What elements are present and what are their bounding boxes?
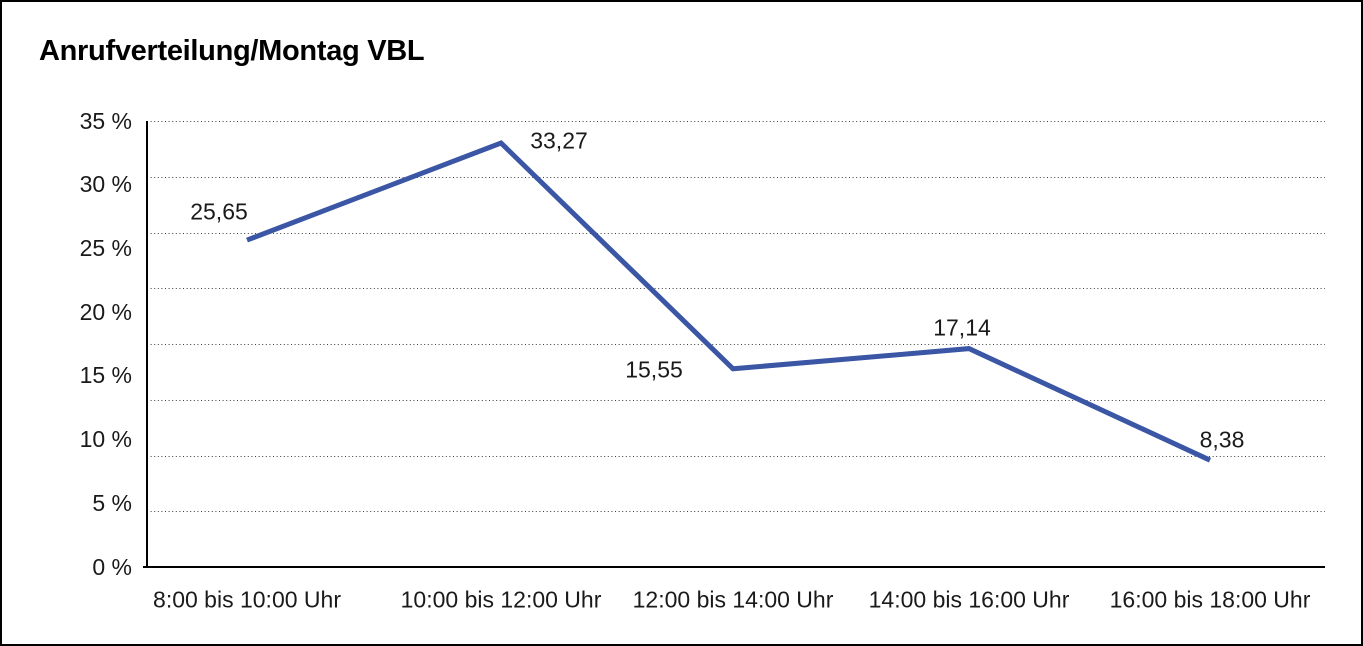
- y-tick-label: 20 %: [79, 298, 132, 325]
- data-point-label: 8,38: [1199, 426, 1245, 453]
- chart-title: Anrufverteilung/Montag VBL: [39, 35, 425, 67]
- x-category-label: 14:00 bis 16:00 Uhr: [868, 586, 1070, 613]
- x-category-label: 12:00 bis 14:00 Uhr: [632, 586, 834, 613]
- x-category-label: 10:00 bis 12:00 Uhr: [400, 586, 602, 613]
- data-point-label: 25,65: [190, 198, 248, 225]
- y-tick-label: 25 %: [79, 234, 132, 261]
- data-line: [246, 140, 1212, 463]
- x-category-label: 16:00 bis 18:00 Uhr: [1109, 586, 1311, 613]
- x-category-label: 8:00 bis 10:00 Uhr: [153, 586, 341, 613]
- y-tick-label: 30 %: [79, 171, 132, 198]
- data-point-label: 15,55: [625, 356, 683, 383]
- y-tick-label: 5 %: [92, 489, 132, 516]
- y-tick-label: 15 %: [79, 362, 132, 389]
- y-tick-label: 0 %: [92, 553, 132, 580]
- data-point-label: 33,27: [530, 127, 588, 154]
- data-point-label: 17,14: [933, 314, 991, 341]
- y-tick-label: 10 %: [79, 426, 132, 453]
- y-tick-label: 35 %: [79, 107, 132, 134]
